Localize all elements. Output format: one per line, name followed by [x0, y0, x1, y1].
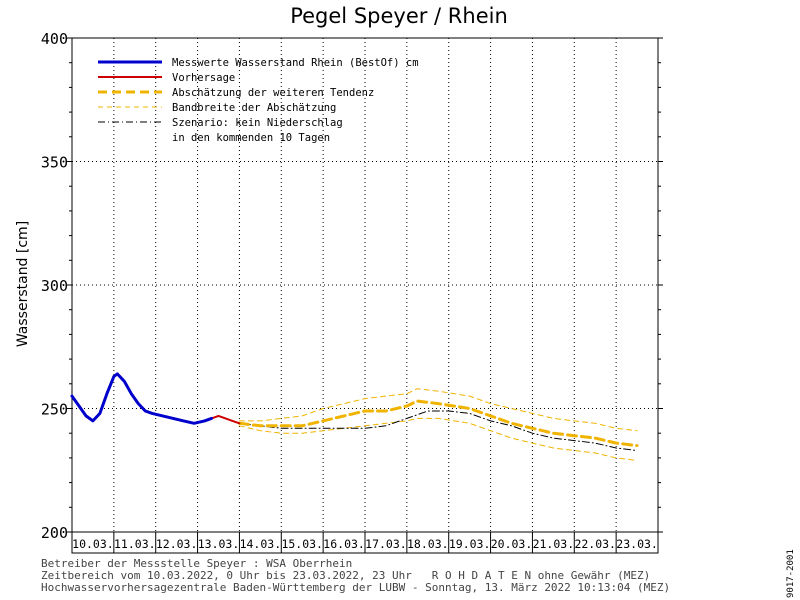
side-id: 9017-2001 — [786, 549, 796, 598]
x-tick-label: 23.03. — [616, 537, 658, 551]
x-tick-label: 22.03. — [574, 537, 616, 551]
x-tick-label: 12.03. — [156, 537, 198, 551]
series-line-band_upper — [238, 388, 638, 432]
grid — [72, 38, 658, 532]
x-tick-label: 19.03. — [449, 537, 491, 551]
x-tick-label: 21.03. — [533, 537, 575, 551]
y-tick-label: 350 — [41, 154, 68, 172]
legend-label-tendenz: Abschätzung der weiteren Tendenz — [172, 87, 374, 99]
y-tick-label: 300 — [41, 277, 68, 295]
footer-time-range: Zeitbereich vom 10.03.2022, 0 Uhr bis 23… — [41, 569, 651, 582]
series-line-messwerte — [70, 372, 213, 425]
legend-label-band_upper: Bandbreite der Abschätzung — [172, 102, 336, 114]
plot-border — [71, 37, 659, 533]
legend: Messwerte Wasserstand Rhein (BestOf) cm V… — [98, 57, 419, 144]
y-axis-ticks: 200 250 300 350 400 — [41, 30, 663, 542]
footer-operator: Betreiber der Messstelle Speyer : WSA Ob… — [41, 557, 353, 570]
legend-label-messwerte: Messwerte Wasserstand Rhein (BestOf) cm — [172, 57, 419, 69]
x-tick-label: 11.03. — [114, 537, 156, 551]
series-line-band_lower — [238, 417, 638, 461]
legend-label-vorhersage: Vorhersage — [172, 72, 235, 84]
chart-title: Pegel Speyer / Rhein — [290, 4, 508, 28]
series-line-vorhersage — [210, 414, 241, 425]
series-lines — [70, 372, 639, 461]
y-tick-label: 250 — [41, 401, 68, 419]
x-tick-label: 14.03. — [240, 537, 282, 551]
y-axis-label: Wasserstand [cm] — [15, 221, 31, 347]
x-axis-ticks: 10.03. 11.03. 12.03. 13.03. 14.03. 15.03. 16.0… — [72, 532, 658, 553]
y-tick-label: 400 — [41, 30, 68, 48]
footer-publisher: Hochwasservorhersagezentrale Baden-Württ… — [41, 581, 671, 594]
x-tick-label: 13.03. — [198, 537, 240, 551]
series-line-tendenz — [237, 399, 639, 448]
x-tick-label: 18.03. — [407, 537, 449, 551]
x-tick-label: 20.03. — [491, 537, 533, 551]
x-tick-label: 10.03. — [72, 537, 114, 551]
x-tick-label: 15.03. — [281, 537, 323, 551]
series-line-szenario — [238, 410, 638, 451]
y-tick-label: 200 — [41, 524, 68, 542]
legend-label-szenario: Szenario: kein Niederschlag — [172, 117, 343, 129]
plot-frame — [71, 37, 659, 554]
x-tick-label: 16.03. — [323, 537, 365, 551]
x-tick-label: 17.03. — [365, 537, 407, 551]
legend-label-szenario-line2: in den kommenden 10 Tagen — [172, 132, 330, 144]
